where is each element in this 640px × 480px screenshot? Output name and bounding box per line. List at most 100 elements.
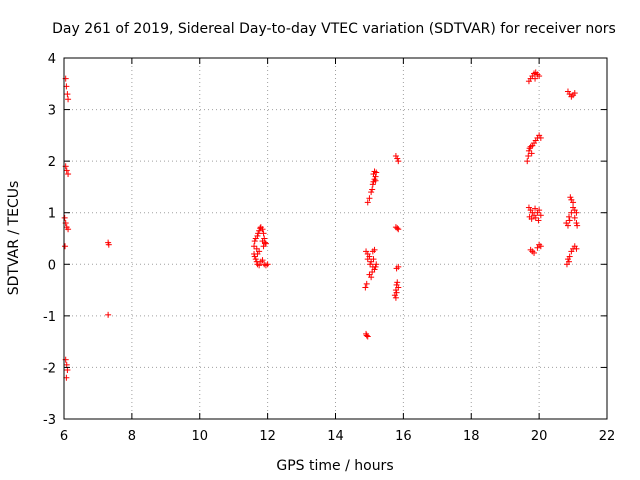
data-point xyxy=(392,152,399,159)
data-point xyxy=(364,199,371,206)
data-point xyxy=(251,253,258,260)
data-point xyxy=(261,239,268,246)
y-axis-label: SDTVAR / TECUs xyxy=(6,181,22,296)
grid xyxy=(64,58,607,419)
data-point xyxy=(370,256,377,263)
x-tick-label: 12 xyxy=(259,429,276,444)
x-axis-label: GPS time / hours xyxy=(276,458,393,474)
data-point xyxy=(394,225,401,232)
data-point xyxy=(105,241,112,248)
data-point xyxy=(571,214,578,221)
data-point xyxy=(537,243,544,250)
data-point xyxy=(252,256,259,263)
data-point xyxy=(63,361,70,368)
data-point xyxy=(264,261,271,268)
data-point xyxy=(525,147,532,154)
y-axis: -3 -2 -1 0 1 2 3 4 xyxy=(43,52,607,428)
data-point xyxy=(368,189,375,196)
data-point xyxy=(260,230,267,237)
x-tick-label: 8 xyxy=(128,429,136,444)
data-point xyxy=(573,209,580,216)
data-point xyxy=(537,212,544,219)
data-point xyxy=(64,367,71,374)
data-point xyxy=(373,261,380,268)
data-point xyxy=(395,158,402,165)
x-tick-label: 22 xyxy=(599,429,616,444)
y-tick-label: -3 xyxy=(43,413,56,428)
data-point xyxy=(364,333,371,340)
x-tick-label: 20 xyxy=(531,429,548,444)
data-point xyxy=(259,226,266,233)
data-point xyxy=(566,217,573,224)
data-point xyxy=(394,279,401,286)
data-point xyxy=(532,214,539,221)
data-point xyxy=(573,220,580,227)
y-tick-label: -2 xyxy=(43,361,56,376)
data-point xyxy=(369,186,376,193)
data-point xyxy=(368,274,375,281)
data-point xyxy=(364,256,371,263)
data-point xyxy=(565,258,572,265)
data-point xyxy=(62,243,69,250)
x-tick-label: 18 xyxy=(463,429,480,444)
data-point xyxy=(528,150,535,157)
data-point xyxy=(362,284,369,291)
data-point xyxy=(251,238,258,245)
data-point xyxy=(260,243,267,250)
data-point xyxy=(372,263,379,270)
data-point xyxy=(251,243,258,250)
x-tick-label: 16 xyxy=(395,429,412,444)
data-point xyxy=(567,194,574,201)
y-tick-label: 3 xyxy=(48,104,56,119)
data-point xyxy=(259,257,266,264)
data-point xyxy=(568,209,575,216)
data-point xyxy=(369,181,376,188)
data-point xyxy=(393,265,400,272)
data-point xyxy=(537,134,544,141)
data-point xyxy=(64,91,71,98)
data-point xyxy=(531,249,538,256)
data-point xyxy=(251,250,258,257)
y-tick-label: 2 xyxy=(48,155,56,170)
data-point xyxy=(369,269,376,276)
x-axis: 6 8 10 12 14 16 18 20 22 xyxy=(60,58,615,444)
data-point xyxy=(371,246,378,253)
x-tick-label: 14 xyxy=(327,429,344,444)
data-point xyxy=(571,90,578,97)
data-point xyxy=(573,245,580,252)
data-point xyxy=(395,226,402,233)
data-point xyxy=(395,284,402,291)
data-point xyxy=(524,158,531,165)
y-tick-label: 0 xyxy=(48,258,56,273)
data-point xyxy=(536,207,543,214)
data-point xyxy=(105,311,112,318)
data-point xyxy=(256,262,263,269)
chart-title: Day 261 of 2019, Sidereal Day-to-day VTE… xyxy=(52,21,616,37)
data-point xyxy=(393,289,400,296)
data-point xyxy=(61,214,68,221)
data-point xyxy=(566,253,573,260)
data-points xyxy=(61,69,581,381)
data-point xyxy=(256,227,263,234)
data-point xyxy=(63,167,70,174)
data-point xyxy=(394,155,401,162)
data-point xyxy=(372,177,379,184)
data-point xyxy=(532,75,539,82)
data-point xyxy=(536,73,543,80)
data-point xyxy=(574,222,581,229)
data-point xyxy=(525,152,532,159)
data-point xyxy=(526,213,533,220)
data-point xyxy=(532,205,539,212)
data-point xyxy=(535,217,542,224)
x-tick-label: 6 xyxy=(60,429,68,444)
data-point xyxy=(363,332,370,339)
data-point xyxy=(363,280,370,287)
data-point xyxy=(65,226,72,233)
data-point xyxy=(366,195,373,202)
x-tick-label: 10 xyxy=(191,429,208,444)
y-tick-label: 4 xyxy=(48,52,56,67)
data-point xyxy=(534,244,541,251)
data-point xyxy=(255,230,262,237)
data-point xyxy=(65,96,72,103)
y-tick-label: -1 xyxy=(43,310,56,325)
